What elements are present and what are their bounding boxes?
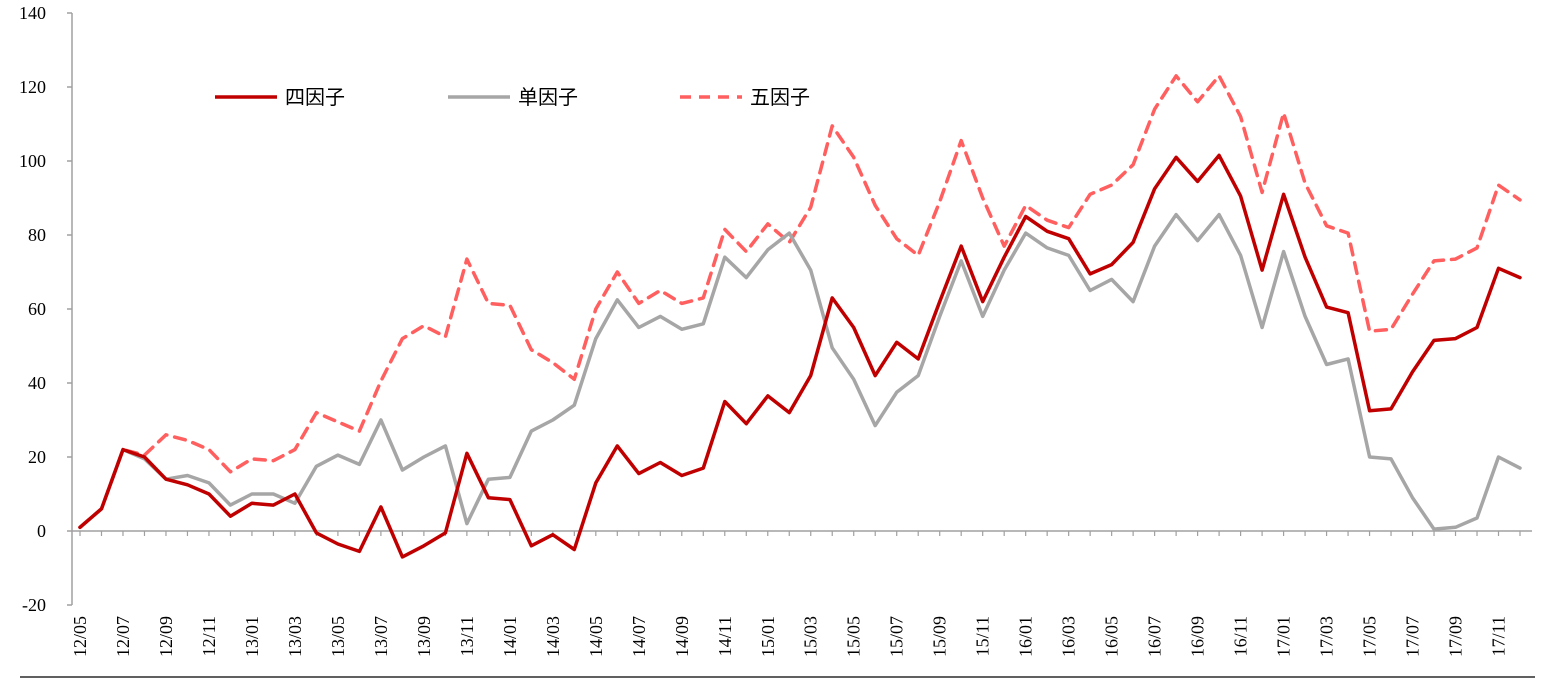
x-tick-label: 13/07 [371,616,391,657]
y-tick-label: 40 [28,373,46,393]
x-tick-label: 14/07 [629,616,649,657]
x-tick-label: 14/01 [500,616,520,657]
legend-label: 四因子 [285,85,345,109]
x-tick-label: 17/05 [1360,616,1380,657]
x-tick-label: 13/01 [242,616,262,657]
y-axis: -20 0 20 40 60 80 100 120 140 [19,3,73,615]
legend: 四因子 单因子 五因子 [215,85,810,109]
x-tick-label: 12/07 [113,616,133,657]
x-tick-label: 14/05 [586,616,606,657]
series-line-四因子 [78,153,1522,559]
x-tick-label: 14/03 [543,616,563,657]
x-tick-label: 17/11 [1489,616,1509,656]
y-tick-label: 0 [37,521,46,541]
y-tick-label: 20 [28,447,46,467]
y-tick-label: -20 [22,595,46,615]
x-tick-label: 16/03 [1059,616,1079,657]
y-tick-label: 120 [19,77,46,97]
x-tick-label: 13/03 [285,616,305,657]
x-tick-label: 13/09 [414,616,434,657]
x-tick-label: 16/01 [1016,616,1036,657]
x-tick-label: 17/03 [1317,616,1337,657]
y-tick-label: 140 [19,3,46,23]
x-tick-label: 16/05 [1102,616,1122,657]
x-axis: 12/05 12/07 12/09 12/11 13/01 13/03 13/05 13/07… [70,530,1532,657]
x-tick-label: 17/09 [1446,616,1466,657]
series-line-五因子 [78,74,1522,530]
legend-label: 单因子 [518,85,578,109]
x-tick-label: 15/05 [844,616,864,657]
x-tick-label: 16/11 [1231,616,1251,656]
x-tick-label: 15/01 [758,616,778,657]
x-tick-label: 15/07 [887,616,907,657]
x-tick-label: 14/11 [715,616,735,656]
legend-label: 五因子 [750,85,810,109]
x-tick-label: 12/05 [70,616,90,657]
x-tick-label: 17/07 [1403,616,1423,657]
y-tick-label: 60 [28,299,46,319]
x-tick-label: 16/09 [1188,616,1208,657]
x-tick-label: 14/09 [672,616,692,657]
series-lines [78,74,1522,559]
x-tick-label: 16/07 [1145,616,1165,657]
x-tick-label: 12/09 [156,616,176,657]
y-tick-label: 100 [19,151,46,171]
x-tick-label: 15/09 [930,616,950,657]
series-line-单因子 [78,212,1522,531]
y-tick-label: 80 [28,225,46,245]
x-tick-label: 13/11 [457,616,477,656]
x-tick-label: 13/05 [328,616,348,657]
x-tick-label: 15/11 [973,616,993,656]
x-tick-label: 17/01 [1274,616,1294,657]
x-tick-label: 12/11 [199,616,219,656]
x-tick-label: 15/03 [801,616,821,657]
